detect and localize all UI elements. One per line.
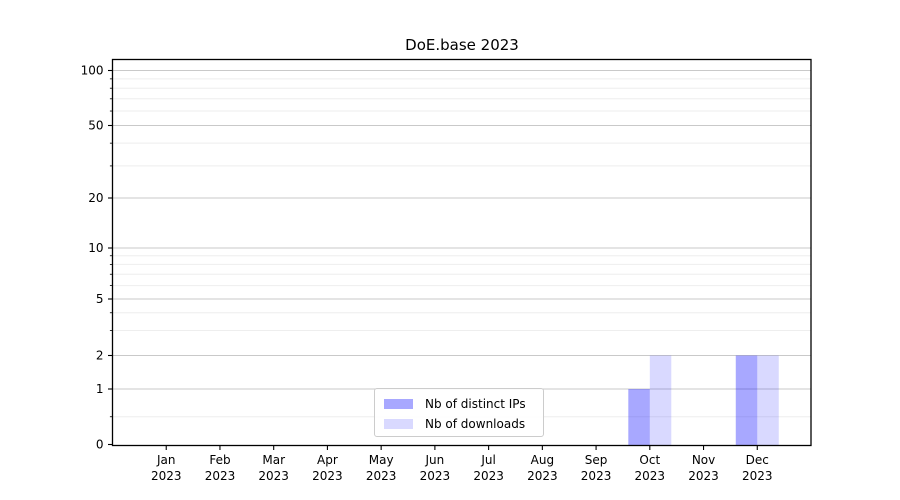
x-tick-label-year: 2023 <box>581 469 612 483</box>
legend-label-distinct-ips: Nb of distinct IPs <box>425 397 526 411</box>
legend-label-downloads: Nb of downloads <box>425 417 526 431</box>
x-tick-label-month: Jul <box>480 453 495 467</box>
x-tick-label-year: 2023 <box>312 469 343 483</box>
legend-swatch-distinct-ips <box>384 399 413 409</box>
x-tick-label-year: 2023 <box>205 469 236 483</box>
bar-distinct-ips-dec <box>735 355 758 446</box>
bar-downloads-dec <box>757 355 779 446</box>
y-tick-label: 2 <box>96 349 104 363</box>
legend-entry-downloads: Nb of downloads <box>384 414 535 434</box>
x-tick-label-year: 2023 <box>688 469 719 483</box>
x-tick-label-month: Sep <box>585 453 608 467</box>
x-tick-label-year: 2023 <box>527 469 558 483</box>
plot-border <box>111 58 812 447</box>
y-tick-label: 20 <box>88 191 103 205</box>
x-tick-label-year: 2023 <box>420 469 451 483</box>
x-tick-label-month: Nov <box>692 453 715 467</box>
chart-title: DoE.base 2023 <box>405 36 519 54</box>
bar-distinct-ips-oct <box>628 389 650 446</box>
x-tick-label-month: Apr <box>317 453 338 467</box>
x-tick-label-month: Dec <box>746 453 769 467</box>
x-tick-label-year: 2023 <box>366 469 397 483</box>
legend-swatch-downloads <box>384 419 413 429</box>
x-tick-label-month: May <box>369 453 394 467</box>
x-tick-label-year: 2023 <box>742 469 773 483</box>
x-tick-label-month: Feb <box>209 453 230 467</box>
y-tick-label: 0 <box>96 438 104 452</box>
y-tick-label: 10 <box>88 241 103 255</box>
x-tick-label-month: Jan <box>156 453 176 467</box>
x-tick-label-month: Oct <box>639 453 660 467</box>
x-tick-label-month: Aug <box>531 453 554 467</box>
legend-entry-distinct-ips: Nb of distinct IPs <box>384 394 535 414</box>
y-tick-label: 5 <box>96 292 104 306</box>
x-tick-label-year: 2023 <box>635 469 666 483</box>
y-tick-label: 100 <box>81 64 104 78</box>
x-tick-label-month: Jun <box>425 453 445 467</box>
y-tick-label: 1 <box>96 382 104 396</box>
x-tick-label-year: 2023 <box>151 469 182 483</box>
y-tick-label: 50 <box>88 119 103 133</box>
bar-downloads-oct <box>649 355 672 446</box>
x-tick-label-year: 2023 <box>473 469 504 483</box>
x-tick-label-year: 2023 <box>258 469 289 483</box>
x-tick-label-month: Mar <box>262 453 285 467</box>
legend: Nb of distinct IPs Nb of downloads <box>374 388 544 437</box>
